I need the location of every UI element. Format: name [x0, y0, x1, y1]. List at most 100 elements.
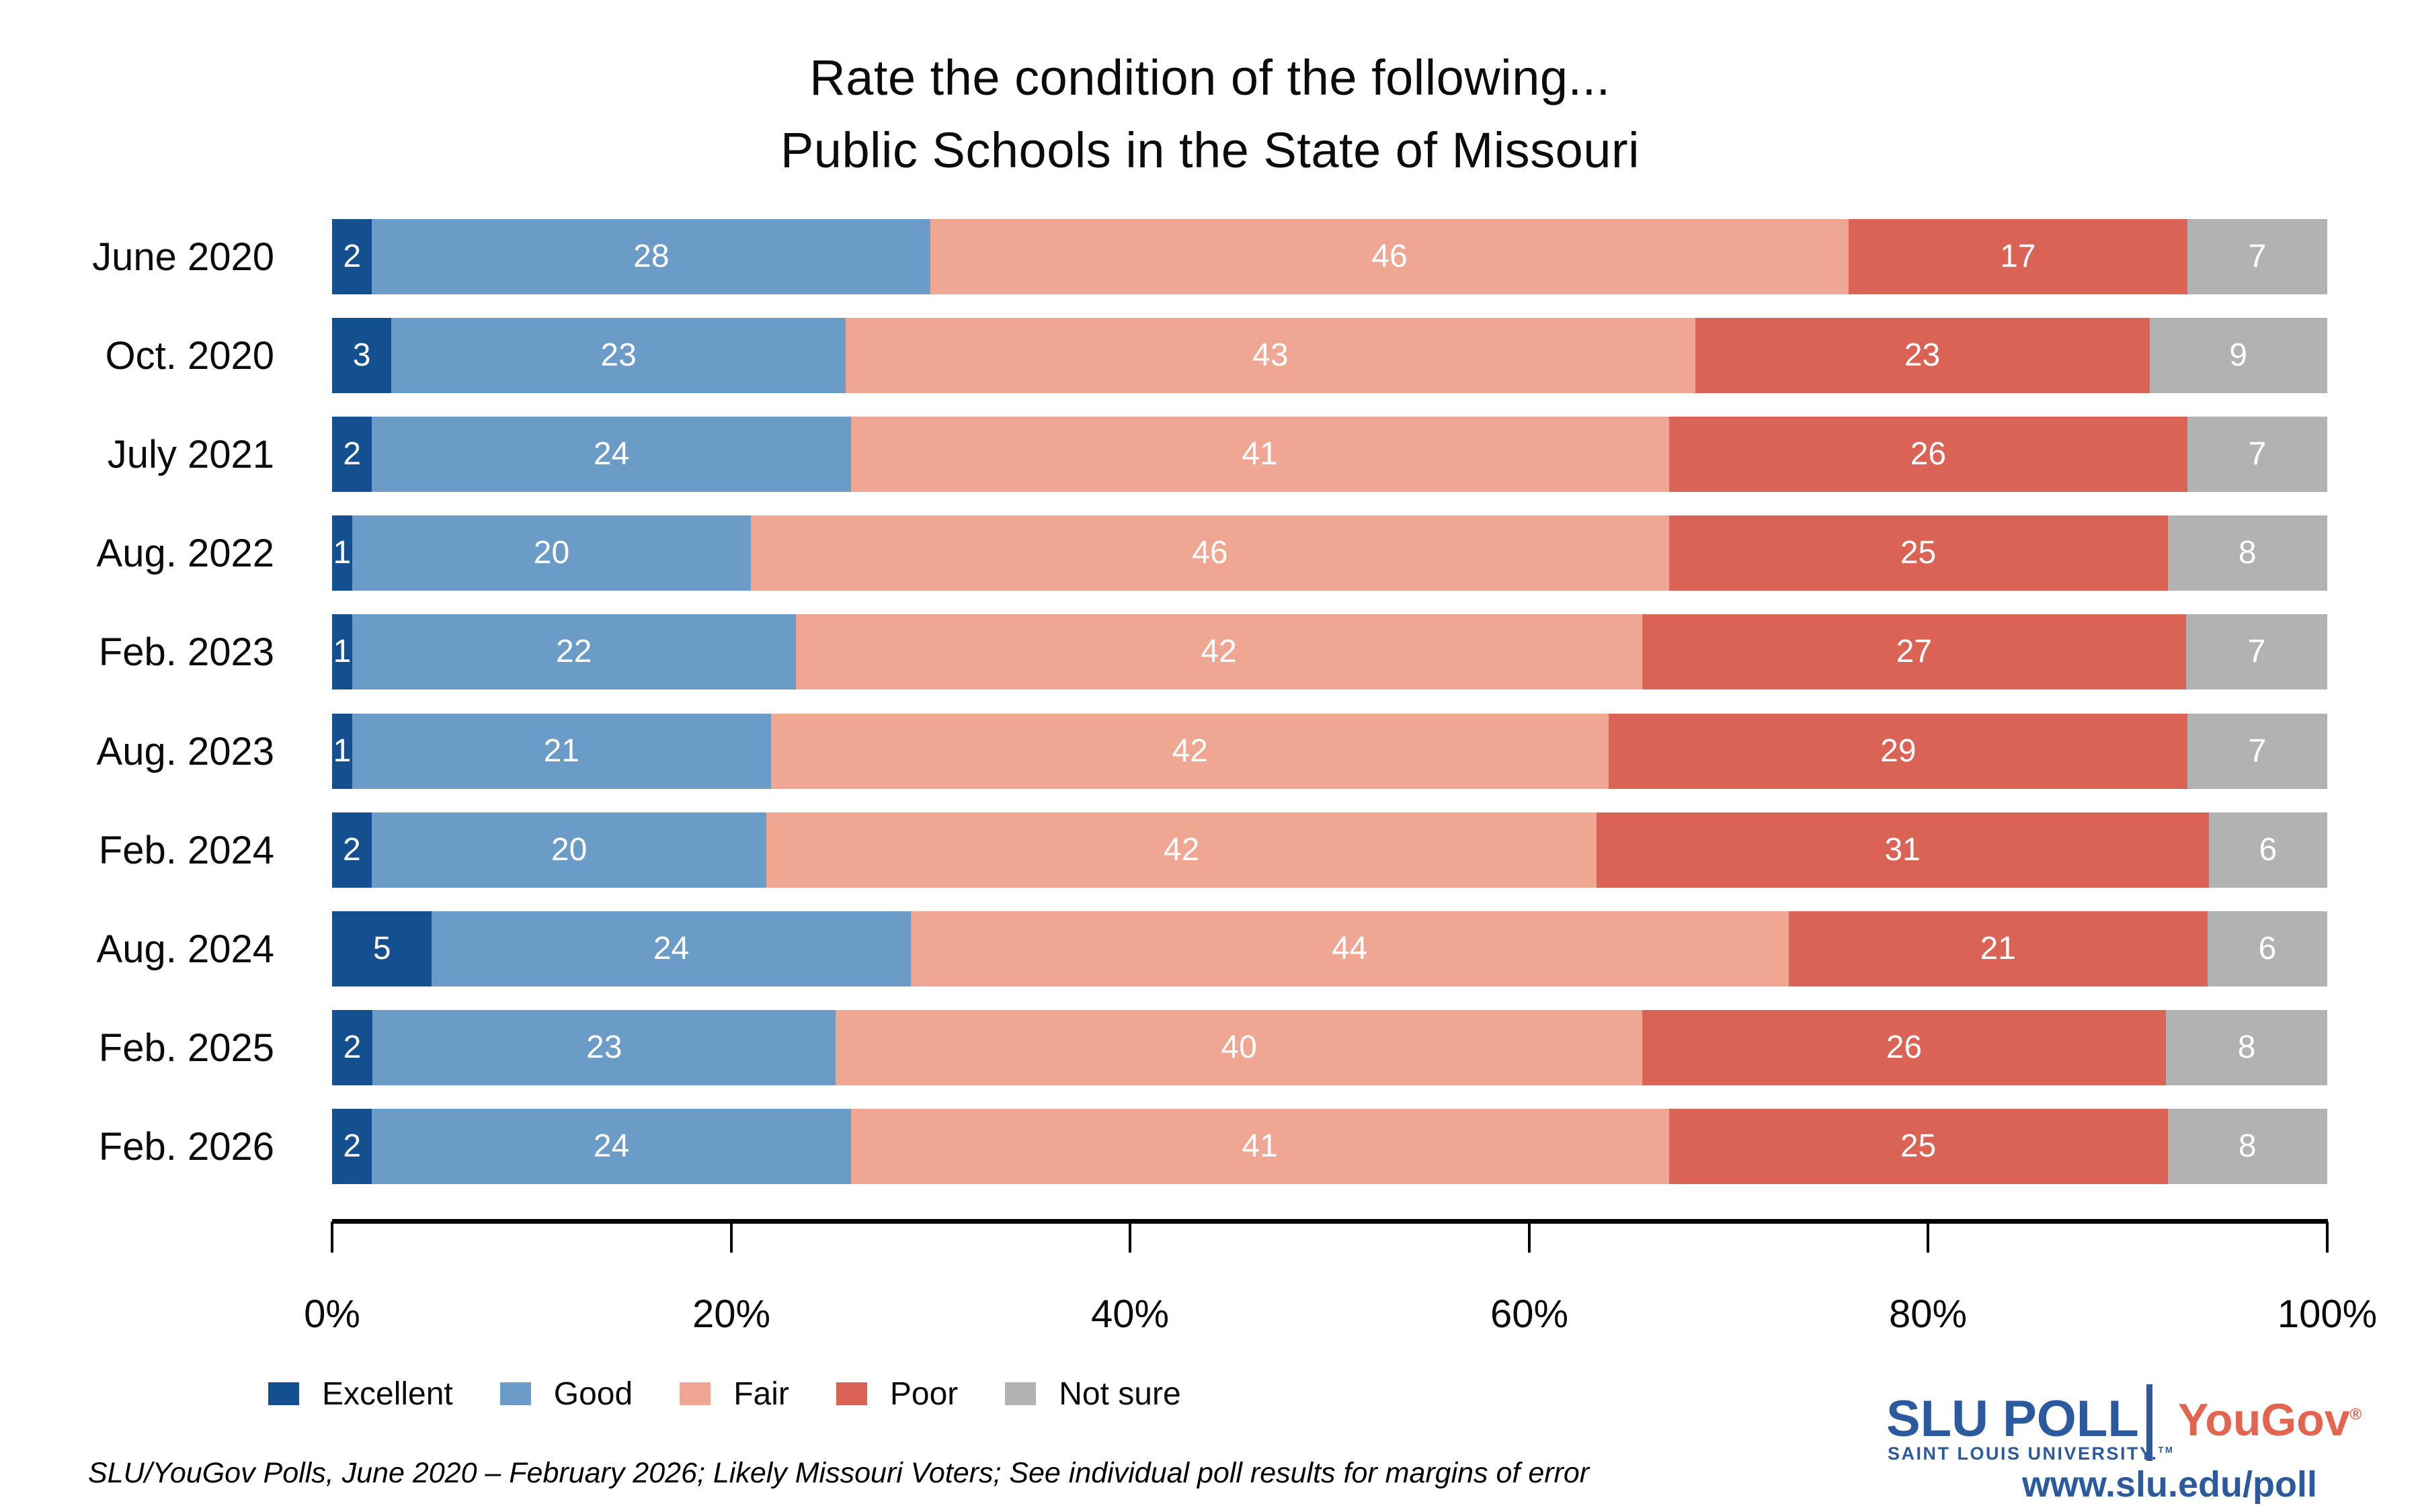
logo-separator — [2146, 1384, 2152, 1461]
row-label: Feb. 2023 — [98, 630, 274, 674]
legend-label: Not sure — [1059, 1376, 1181, 1412]
bar-segment: 7 — [2187, 417, 2327, 492]
bar-segment: 17 — [1848, 219, 2188, 294]
bar-segment: 2 — [332, 1010, 372, 1085]
row-label: July 2021 — [107, 432, 274, 476]
segment-value-label: 17 — [2000, 239, 2036, 274]
bar-segment: 41 — [850, 1109, 1669, 1184]
bar-segment: 7 — [2187, 714, 2327, 789]
bar-segment: 8 — [2166, 1010, 2327, 1085]
bar-segment: 3 — [332, 318, 392, 393]
bar-segment: 6 — [2207, 911, 2327, 986]
x-axis-tick-mark — [1927, 1222, 1929, 1253]
segment-value-label: 23 — [600, 337, 637, 373]
bar-segment: 24 — [372, 1109, 851, 1184]
source-note: SLU/YouGov Polls, June 2020 – February 2… — [88, 1457, 1590, 1489]
segment-value-label: 7 — [2248, 239, 2267, 274]
chart-title-line2: Public Schools in the State of Missouri — [780, 122, 1640, 178]
segment-value-label: 43 — [1252, 337, 1289, 373]
segment-value-label: 42 — [1201, 634, 1237, 669]
bar-segment: 23 — [1695, 318, 2150, 393]
bar-row: 1 22 42 27 7 — [332, 614, 2327, 689]
legend-swatch — [680, 1382, 711, 1405]
segment-value-label: 46 — [1371, 239, 1408, 274]
segment-value-label: 41 — [1242, 1128, 1278, 1164]
legend-item: Poor — [836, 1376, 958, 1413]
slu-poll-logo: SLU POLL — [1886, 1390, 2139, 1447]
segment-value-label: 46 — [1192, 535, 1228, 571]
segment-value-label: 9 — [2229, 337, 2248, 373]
bar-segment: 42 — [795, 614, 1642, 689]
x-axis-tick-label: 40% — [1090, 1292, 1170, 1336]
bar-segment: 46 — [751, 515, 1669, 591]
legend-item: Not sure — [1005, 1376, 1181, 1413]
segment-value-label: 40 — [1221, 1030, 1257, 1065]
bar-segment: 43 — [846, 318, 1695, 393]
segment-value-label: 8 — [2238, 535, 2257, 571]
bar-segment: 5 — [332, 911, 432, 986]
segment-value-label: 28 — [633, 239, 670, 274]
row-label: Feb. 2026 — [98, 1124, 274, 1169]
segment-value-label: 29 — [1880, 733, 1917, 769]
segment-value-label: 1 — [333, 733, 352, 769]
bar-row: 2 24 41 26 7 — [332, 417, 2327, 492]
bar-row: 2 23 40 26 8 — [332, 1010, 2327, 1085]
bar-segment: 1 — [332, 714, 352, 789]
segment-value-label: 20 — [551, 832, 588, 868]
legend-swatch — [836, 1382, 867, 1405]
segment-value-label: 42 — [1163, 832, 1200, 868]
bar-segment: 6 — [2208, 812, 2327, 888]
bar-segment: 25 — [1668, 1109, 2168, 1184]
bar-segment: 24 — [432, 911, 911, 986]
chart-title-line1: Rate the condition of the following... — [809, 50, 1611, 106]
bar-segment: 25 — [1668, 515, 2168, 591]
legend-swatch — [268, 1382, 299, 1405]
bar-segment: 42 — [766, 812, 1597, 888]
segment-value-label: 24 — [593, 436, 630, 472]
x-axis-tick-label: 0% — [304, 1292, 360, 1336]
bar-segment: 2 — [332, 417, 372, 492]
segment-value-label: 26 — [1886, 1030, 1923, 1065]
bar-segment: 21 — [1788, 911, 2208, 986]
bar-segment: 46 — [930, 219, 1849, 294]
segment-value-label: 8 — [2237, 1030, 2256, 1065]
bar-segment: 29 — [1609, 714, 2188, 789]
bar-segment: 7 — [2187, 219, 2327, 294]
bar-segment: 40 — [836, 1010, 1642, 1085]
bar-segment: 28 — [372, 219, 931, 294]
segment-value-label: 2 — [343, 1128, 362, 1164]
bar-segment: 1 — [332, 614, 352, 689]
segment-value-label: 21 — [1980, 931, 2016, 966]
bar-segment: 27 — [1642, 614, 2187, 689]
bar-row: 3 23 43 23 9 — [332, 318, 2327, 393]
x-axis-tick-mark — [730, 1222, 733, 1253]
segment-value-label: 20 — [533, 535, 570, 571]
segment-value-label: 7 — [2247, 634, 2266, 669]
bar-segment: 8 — [2167, 515, 2327, 591]
segment-value-label: 5 — [372, 931, 391, 966]
x-axis-tick-label: 80% — [1888, 1292, 1968, 1336]
segment-value-label: 24 — [653, 931, 690, 966]
bar-segment: 44 — [910, 911, 1789, 986]
x-axis-tick-label: 60% — [1490, 1292, 1569, 1336]
bar-row: 1 20 46 25 8 — [332, 515, 2327, 591]
row-label: Feb. 2025 — [98, 1025, 274, 1070]
x-axis-tick-label: 20% — [692, 1292, 771, 1336]
slu-poll-url: www.slu.edu/poll — [2021, 1464, 2317, 1505]
bar-segment: 8 — [2167, 1109, 2327, 1184]
segment-value-label: 1 — [333, 634, 352, 669]
segment-value-label: 8 — [2238, 1128, 2257, 1164]
bar-row: 2 20 42 31 6 — [332, 812, 2327, 888]
bar-segment: 7 — [2186, 614, 2327, 689]
bar-segment: 41 — [850, 417, 1669, 492]
bar-segment: 2 — [332, 812, 372, 888]
segment-value-label: 31 — [1884, 832, 1921, 868]
bar-segment: 9 — [2149, 318, 2327, 393]
bar-segment: 22 — [352, 614, 796, 689]
bar-row: 1 21 42 29 7 — [332, 714, 2327, 789]
slu-university-wordmark: SAINT LOUIS UNIVERSITY.TM — [1888, 1443, 2175, 1464]
bar-segment: 20 — [352, 515, 752, 591]
row-label: June 2020 — [92, 235, 274, 279]
x-axis-tick-mark — [2326, 1222, 2329, 1253]
legend-swatch — [499, 1382, 531, 1405]
